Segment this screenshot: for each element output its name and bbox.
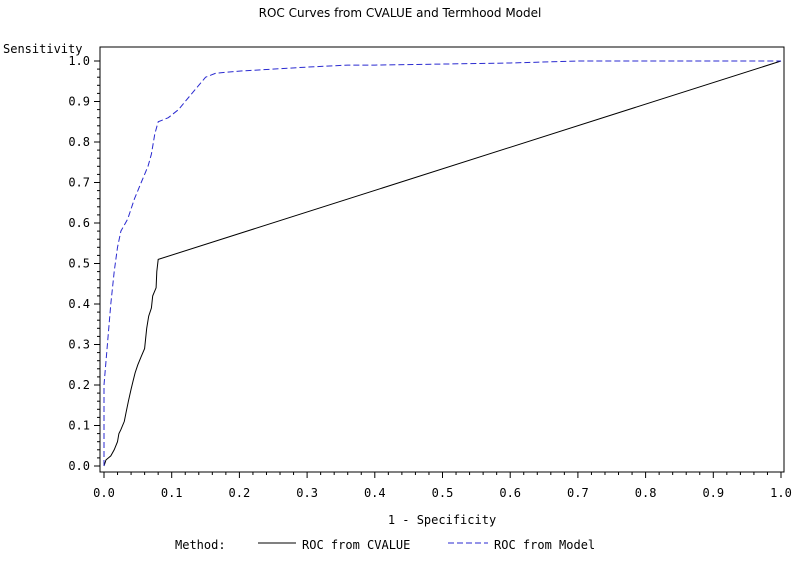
series-layer (103, 60, 782, 467)
chart-title: ROC Curves from CVALUE and Termhood Mode… (259, 6, 542, 20)
y-tick-label: 0.4 (68, 297, 90, 311)
y-tick-label: 0.3 (68, 338, 90, 352)
x-tick-label: 0.3 (296, 486, 318, 500)
x-tick-label: 0.5 (432, 486, 454, 500)
series-line-model (103, 60, 781, 466)
y-tick-label: 0.5 (68, 257, 90, 271)
legend-label-cvalue: ROC from CVALUE (302, 538, 410, 552)
legend-title: Method: (175, 538, 226, 552)
x-tick-label: 0.7 (567, 486, 589, 500)
x-tick-label: 0.8 (635, 486, 657, 500)
y-tick-label: 0.7 (68, 176, 90, 190)
y-axis-label: Sensitivity (3, 42, 82, 56)
y-tick-label: 0.8 (68, 135, 90, 149)
y-tick-label: 0.1 (68, 419, 90, 433)
y-tick-label: 1.0 (68, 54, 90, 68)
x-tick-label: 0.2 (229, 486, 251, 500)
x-tick-label: 0.0 (93, 486, 115, 500)
x-tick-label: 0.4 (364, 486, 386, 500)
y-tick-label: 0.2 (68, 378, 90, 392)
x-axis: 0.0 0.1 0.2 0.3 0.4 0.5 0.6 0.7 0.8 0.9 1.0 (93, 472, 792, 500)
x-axis-label: 1 - Specificity (388, 513, 496, 527)
legend: Method: ROC from CVALUE ROC from Model (175, 538, 595, 552)
x-tick-label: 0.1 (161, 486, 183, 500)
x-tick-label: 0.6 (499, 486, 521, 500)
y-tick-label: 0.9 (68, 95, 90, 109)
legend-label-model: ROC from Model (494, 538, 595, 552)
y-tick-label: 0.6 (68, 216, 90, 230)
y-axis: 0.0 0.1 0.2 0.3 0.4 0.5 0.6 0.7 0.8 0.9 1.0 (68, 54, 100, 473)
x-tick-label: 0.9 (702, 486, 724, 500)
x-tick-label: 1.0 (770, 486, 792, 500)
plot-frame (99, 46, 785, 473)
series-line-cvalue (103, 60, 782, 467)
y-tick-label: 0.0 (68, 459, 90, 473)
